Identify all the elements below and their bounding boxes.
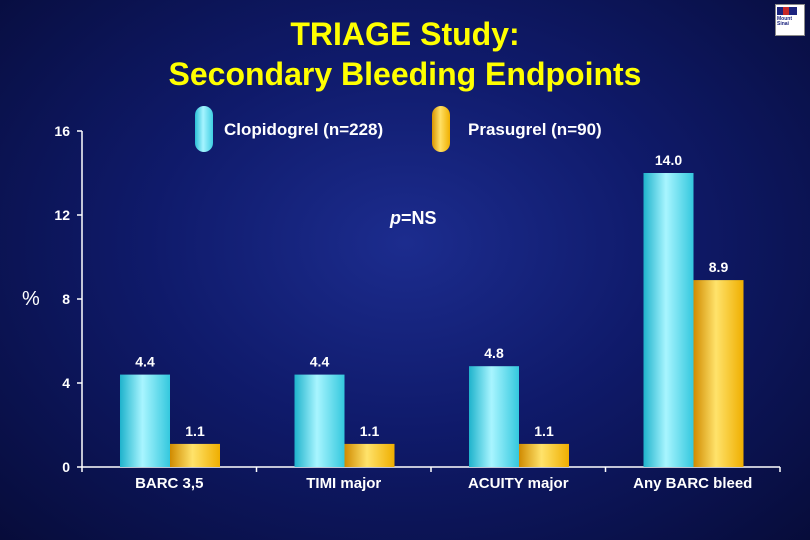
data-label: 4.4 (135, 354, 155, 370)
data-label: 8.9 (709, 259, 729, 275)
title-line-1: TRIAGE Study: (290, 16, 520, 52)
logo: Mount Sinai (775, 4, 805, 36)
legend-swatch-prasugrel (432, 106, 450, 152)
data-label: 4.8 (484, 345, 504, 361)
logo-text: Mount Sinai (777, 16, 792, 27)
data-label: 1.1 (534, 423, 554, 439)
y-axis-label: % (22, 288, 40, 310)
y-tick-label: 0 (62, 459, 70, 475)
legend-swatch-clopidogrel (195, 106, 213, 152)
data-label: 1.1 (360, 423, 380, 439)
x-tick-label: BARC 3,5 (135, 475, 203, 492)
bar (120, 374, 170, 467)
bar (344, 443, 395, 467)
p-value-text: =NS (401, 208, 437, 228)
bar (693, 280, 744, 467)
data-label: 14.0 (655, 152, 682, 168)
bar (643, 173, 694, 467)
bar (294, 374, 345, 467)
logo-mark-icon (777, 7, 797, 15)
x-tick-label: TIMI major (306, 475, 381, 492)
p-symbol: p (390, 208, 401, 228)
y-tick-label: 12 (54, 207, 70, 223)
bar (519, 443, 569, 467)
p-value-annotation: p=NS (390, 208, 437, 229)
y-tick-label: 16 (54, 123, 70, 139)
x-tick-label: Any BARC bleed (633, 475, 752, 492)
legend-label-clopidogrel: Clopidogrel (n=228) (224, 120, 384, 139)
bar (469, 366, 519, 467)
data-label: 4.4 (310, 354, 330, 370)
y-tick-label: 4 (62, 375, 70, 391)
title-line-2: Secondary Bleeding Endpoints (168, 56, 642, 92)
bar (170, 443, 220, 467)
slide-title: TRIAGE Study: Secondary Bleeding Endpoin… (0, 14, 810, 94)
data-label: 1.1 (185, 423, 205, 439)
x-tick-label: ACUITY major (468, 475, 569, 492)
y-tick-label: 8 (62, 291, 70, 307)
legend-label-prasugrel: Prasugrel (n=90) (468, 120, 602, 139)
